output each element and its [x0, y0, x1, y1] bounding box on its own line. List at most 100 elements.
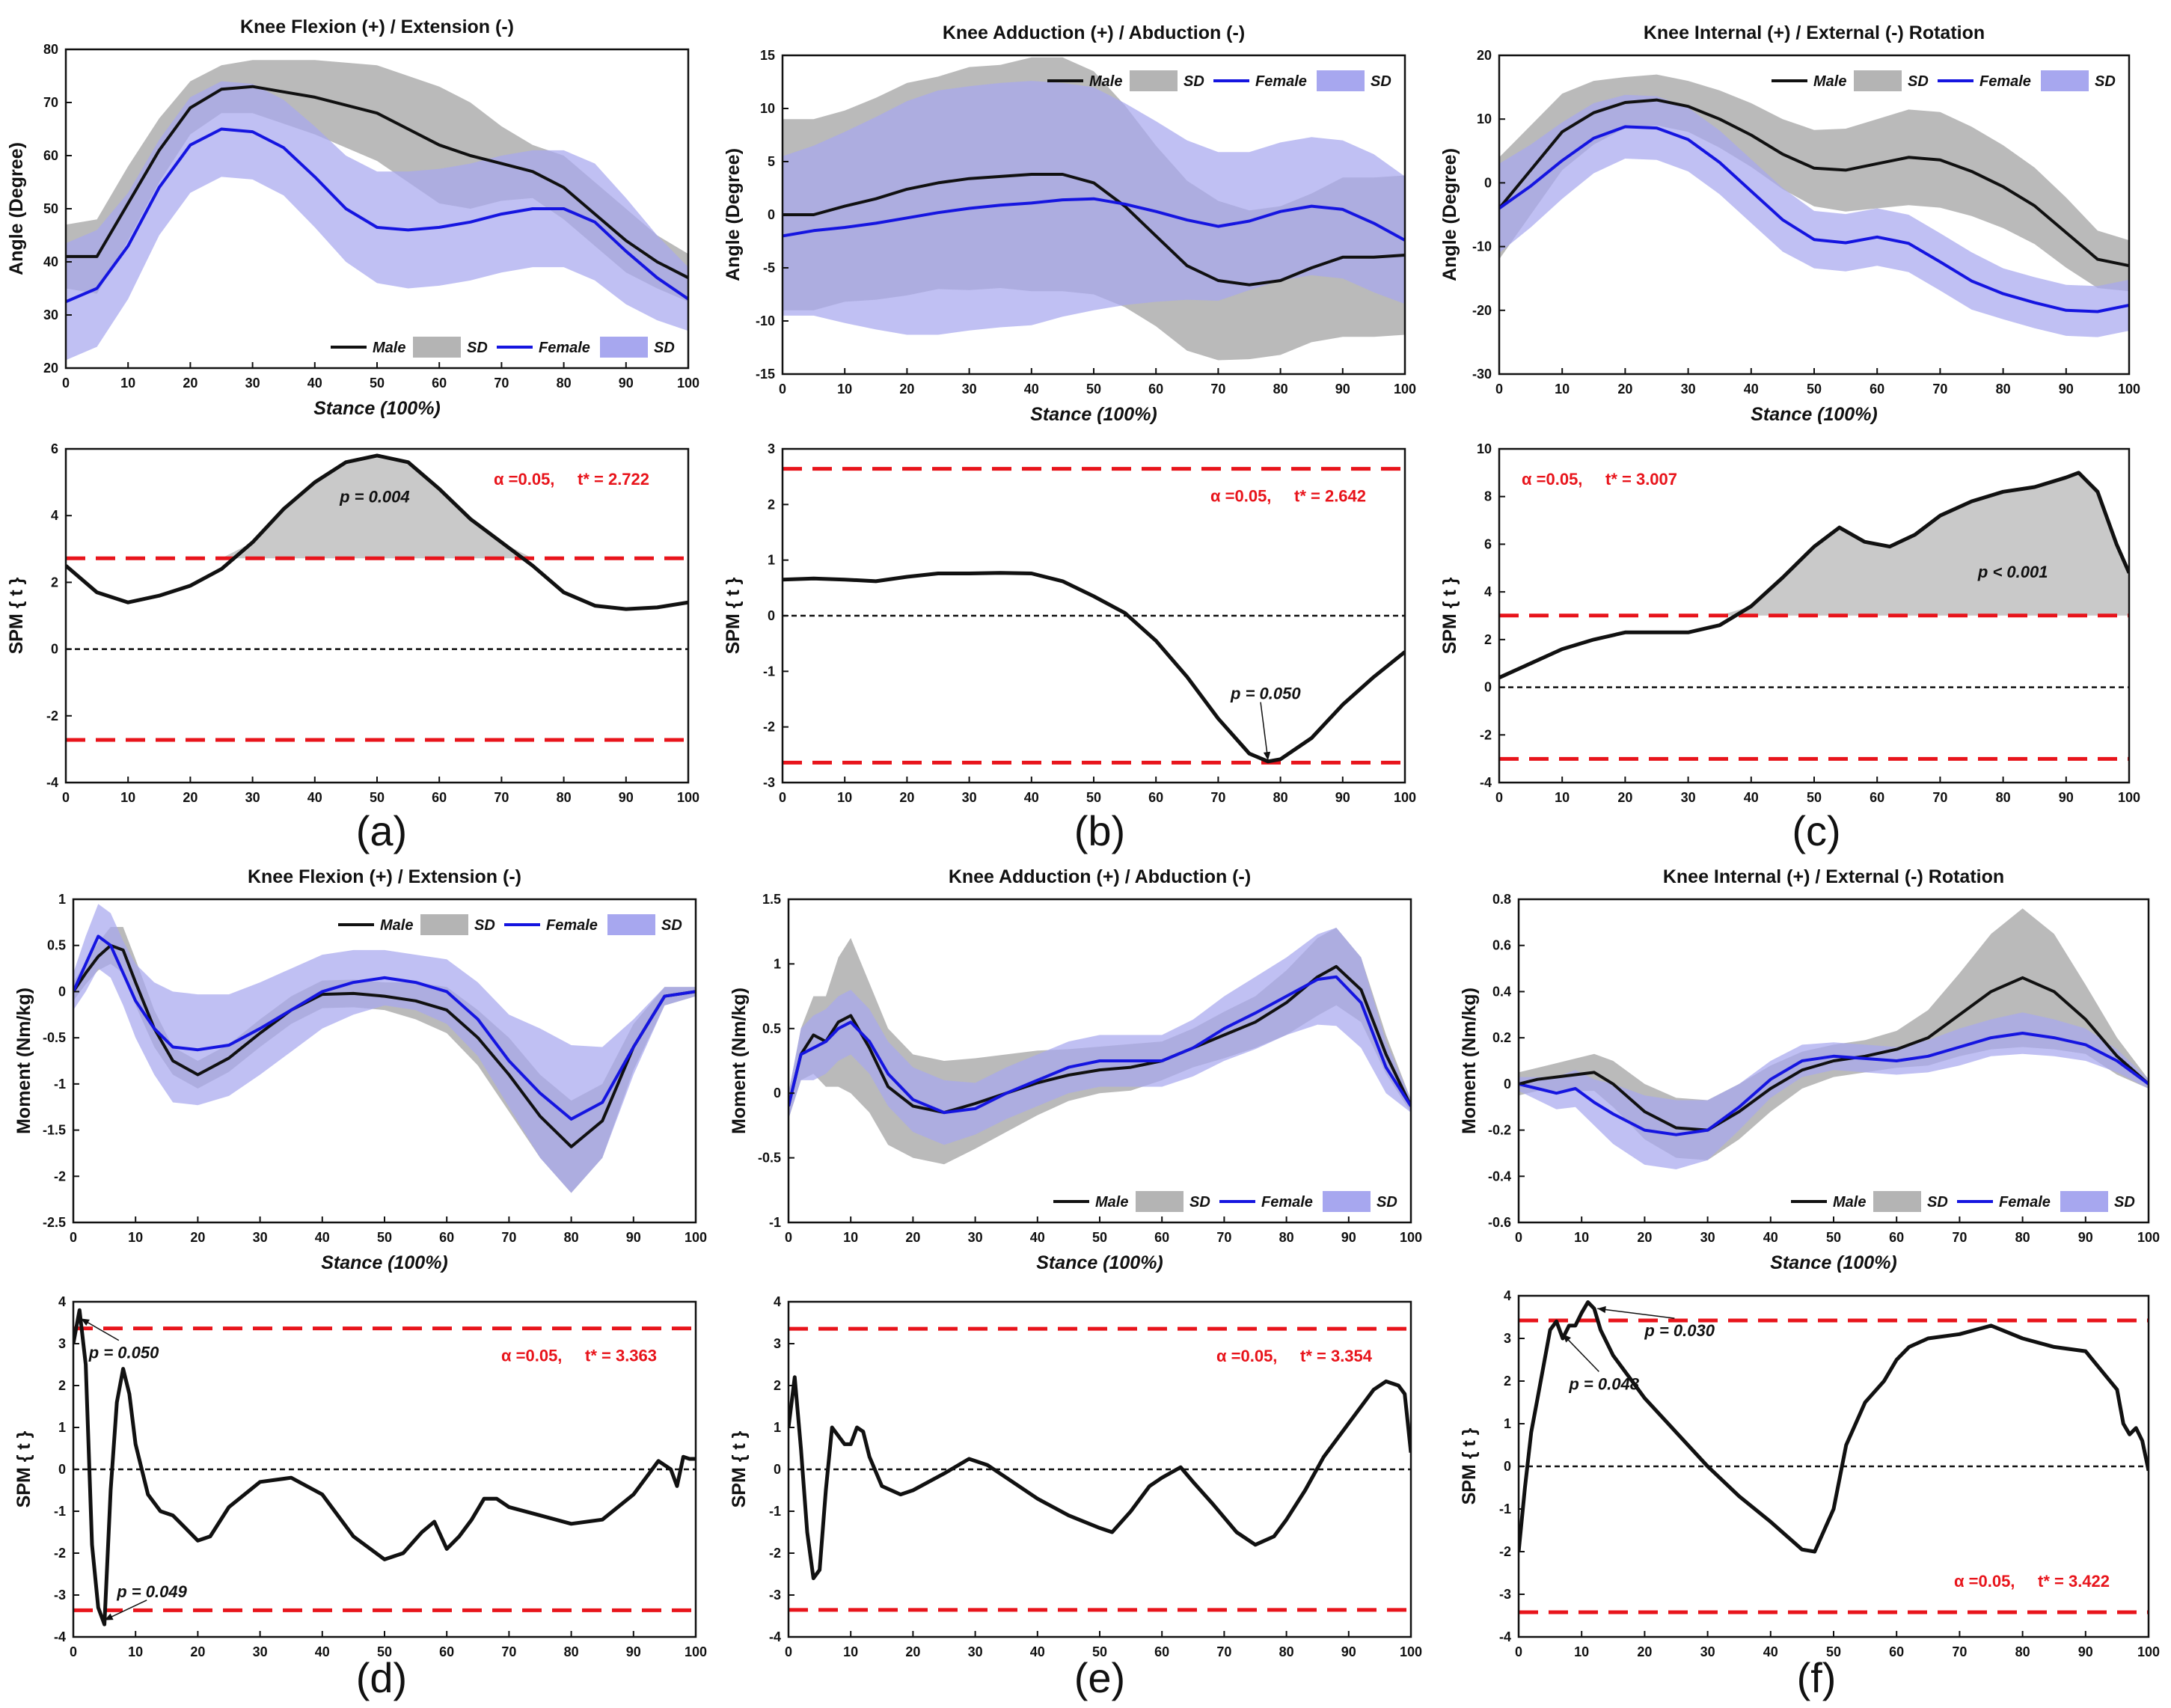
x-tick-label: 0: [1515, 1230, 1522, 1245]
annotation-arrowhead: [1263, 751, 1271, 761]
y-axis-label: SPM { t }: [1439, 577, 1460, 654]
x-tick-label: 90: [1335, 790, 1350, 805]
x-tick-label: 70: [1932, 790, 1947, 805]
x-tick-label: 80: [1996, 790, 2011, 805]
x-tick-label: 70: [494, 790, 509, 805]
legend-label: SD: [2114, 1194, 2135, 1210]
x-tick-label: 90: [2059, 382, 2074, 397]
x-tick-label: 80: [557, 790, 572, 805]
x-tick-label: 80: [564, 1644, 579, 1659]
y-tick-label: -1: [54, 1504, 66, 1519]
x-tick-label: 20: [190, 1230, 205, 1245]
chart-d-spm: 0 10 20 30 40 50 60 70 80 90 100 -4 -3 -2 -1 0 1 2 3 4 SPM {…: [13, 1294, 707, 1659]
x-tick-label: 20: [899, 382, 914, 397]
x-tick-label: 0: [785, 1644, 792, 1659]
legend-label: Female: [546, 917, 598, 934]
x-tick-label: 70: [1216, 1644, 1231, 1659]
chart-b-spm: 0 10 20 30 40 50 60 70 80 90 100 -3 -2 -1 0 1 2 3 SPM { t …: [723, 441, 1416, 805]
y-axis-label: SPM { t }: [729, 1430, 750, 1507]
legend-swatch: [413, 337, 461, 358]
y-tick-label: -3: [1499, 1587, 1511, 1602]
legend: Male SD Female SD: [1772, 70, 2116, 91]
x-tick-label: 0: [62, 790, 70, 805]
y-axis-label: SPM { t }: [1459, 1427, 1480, 1505]
y-tick-label: 0.5: [47, 938, 66, 953]
legend-label: SD: [1927, 1194, 1948, 1210]
p-value-annotation: p = 0.030: [1644, 1321, 1715, 1340]
plot-area-e-spm: [789, 1326, 1411, 1612]
x-axis-label: Stance (100%): [1751, 404, 1878, 425]
y-axis-label: Moment (Nm/kg): [729, 988, 750, 1134]
y-tick-label: -2: [763, 720, 775, 735]
plot-area-a-spm: [66, 453, 688, 742]
x-tick-label: 60: [439, 1230, 454, 1245]
y-tick-label: -2.5: [43, 1215, 66, 1230]
x-tick-label: 100: [1394, 790, 1416, 805]
y-tick-label: 60: [43, 148, 58, 163]
x-tick-label: 80: [1279, 1230, 1294, 1245]
mean-line-female: [1499, 125, 2129, 313]
plot-area-f-spm: [1519, 1300, 2149, 1614]
x-tick-label: 10: [128, 1230, 143, 1245]
x-tick-label: 0: [779, 382, 786, 397]
mean-line-female: [1519, 1032, 2149, 1136]
x-tick-label: 90: [626, 1644, 641, 1659]
y-tick-label: 0: [1504, 1077, 1511, 1092]
t-star-label: t* = 3.422: [2038, 1572, 2110, 1591]
y-axis-label: SPM { t }: [723, 577, 744, 654]
legend-swatch: [1873, 1191, 1921, 1212]
x-tick-label: 20: [183, 376, 197, 391]
legend-label: SD: [654, 340, 675, 356]
x-tick-label: 80: [1273, 382, 1288, 397]
x-tick-label: 20: [1637, 1644, 1652, 1659]
x-tick-label: 80: [557, 376, 572, 391]
panel-label-b: (b): [1074, 807, 1125, 854]
y-tick-label: 5: [768, 154, 775, 169]
p-value-annotation: p = 0.004: [339, 487, 410, 506]
x-tick-label: 60: [1154, 1644, 1169, 1659]
legend-swatch: [2060, 1191, 2108, 1212]
annotation-arrowhead: [104, 1613, 114, 1620]
sd-band-male: [1499, 74, 2129, 292]
legend-label: Male: [380, 917, 413, 934]
x-tick-label: 90: [1341, 1644, 1356, 1659]
spm-curve: [73, 1308, 696, 1626]
y-tick-label: 4: [1484, 584, 1492, 599]
mean-line-male: [1499, 98, 2129, 268]
x-tick-label: 0: [1515, 1644, 1522, 1659]
sd-band-female: [783, 81, 1405, 335]
legend-label: SD: [474, 917, 495, 934]
y-tick-label: -2: [54, 1546, 66, 1561]
y-tick-label: -4: [54, 1629, 66, 1644]
p-value-annotation: p < 0.001: [1977, 563, 2048, 581]
x-tick-label: 30: [245, 376, 260, 391]
y-tick-label: -5: [763, 260, 775, 275]
y-tick-label: 10: [760, 101, 775, 116]
y-tick-label: 15: [760, 48, 775, 63]
x-tick-label: 0: [1495, 382, 1503, 397]
y-tick-label: 0: [58, 1462, 66, 1477]
p-value-annotation: p = 0.050: [1230, 685, 1301, 703]
x-tick-label: 60: [1148, 382, 1163, 397]
x-tick-label: 50: [1807, 382, 1822, 397]
y-tick-label: -10: [756, 313, 775, 328]
legend: Male SD Female SD: [338, 914, 682, 935]
y-tick-label: 2: [1504, 1374, 1511, 1389]
spm-curve: [1499, 471, 2129, 680]
x-tick-label: 50: [377, 1230, 392, 1245]
panel-label-e: (e): [1074, 1654, 1125, 1701]
x-tick-label: 20: [1617, 790, 1632, 805]
x-tick-label: 100: [2118, 382, 2140, 397]
x-tick-label: 40: [1744, 790, 1759, 805]
y-tick-label: 3: [1504, 1331, 1511, 1346]
x-tick-label: 100: [677, 790, 699, 805]
x-tick-label: 100: [677, 376, 699, 391]
x-axis-label: Stance (100%): [1770, 1252, 1897, 1273]
chart-e-spm: 0 10 20 30 40 50 60 70 80 90 100 -4 -3 -2 -1 0 1 2 3 4 SPM {…: [729, 1294, 1422, 1659]
chart-d-top: Knee Flexion (+) / Extension (-)0 10 20 30 4…: [13, 866, 707, 1273]
x-tick-label: 50: [377, 1644, 392, 1659]
plot-area-d-top: [73, 904, 696, 1193]
y-tick-label: 2: [58, 1378, 66, 1393]
x-tick-label: 70: [1210, 382, 1225, 397]
y-tick-label: 1: [58, 892, 66, 907]
